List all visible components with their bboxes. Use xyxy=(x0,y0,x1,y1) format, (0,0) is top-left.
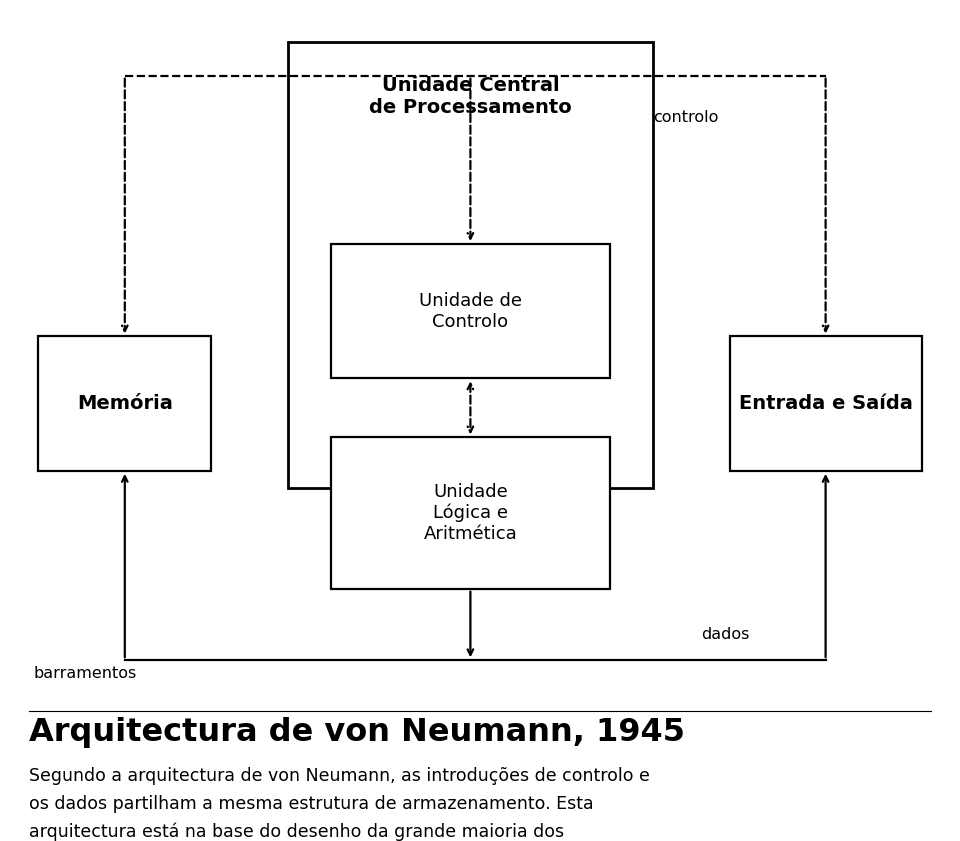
Text: Memória: Memória xyxy=(77,394,173,413)
Bar xyxy=(730,336,922,471)
Text: os dados partilham a mesma estrutura de armazenamento. Esta: os dados partilham a mesma estrutura de … xyxy=(29,795,593,812)
Text: Unidade Central
de Processamento: Unidade Central de Processamento xyxy=(369,77,572,117)
Bar xyxy=(331,244,610,378)
Bar xyxy=(288,42,653,488)
Bar xyxy=(331,437,610,589)
Text: Segundo a arquitectura de von Neumann, as introduções de controlo e: Segundo a arquitectura de von Neumann, a… xyxy=(29,767,650,785)
Text: Arquitectura de von Neumann, 1945: Arquitectura de von Neumann, 1945 xyxy=(29,717,684,748)
Text: controlo: controlo xyxy=(653,110,718,125)
Text: arquitectura está na base do desenho da grande maioria dos: arquitectura está na base do desenho da … xyxy=(29,822,564,841)
Text: dados: dados xyxy=(701,627,749,643)
Text: barramentos: barramentos xyxy=(34,666,137,681)
Text: Unidade
Lógica e
Aritmética: Unidade Lógica e Aritmética xyxy=(423,483,517,543)
Text: Entrada e Saída: Entrada e Saída xyxy=(738,394,913,413)
Text: Unidade de
Controlo: Unidade de Controlo xyxy=(419,292,522,331)
Bar xyxy=(38,336,211,471)
